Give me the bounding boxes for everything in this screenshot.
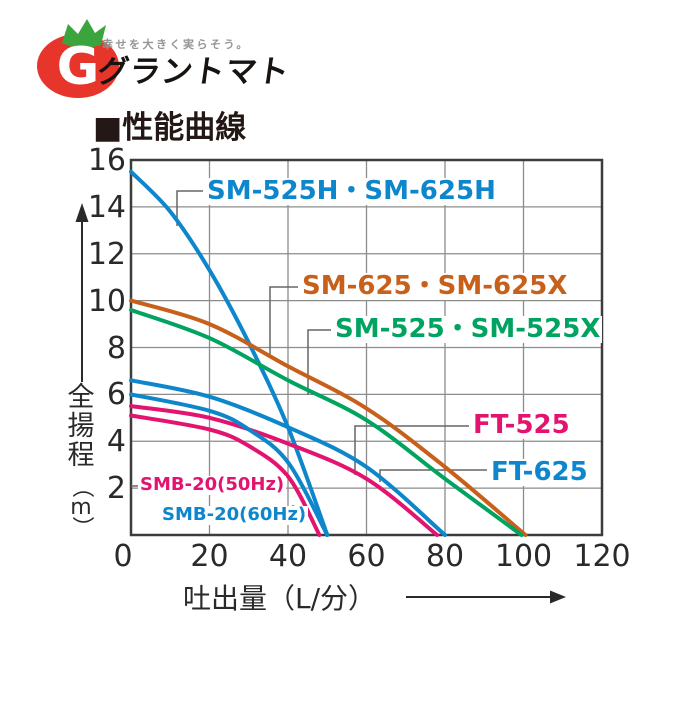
y-axis-unit: ）: [69, 515, 94, 538]
y-tick-label-16: 16: [87, 143, 126, 178]
series-label-smb20-50hz: SMB-20(50Hz): [138, 474, 287, 495]
label-leader-line: [269, 286, 298, 358]
label-leader-line: [354, 425, 469, 475]
label-leader-line: [176, 190, 203, 226]
curve-sm-525sm-525x: [129, 308, 524, 537]
y-axis-title-char: 程: [67, 440, 95, 471]
tomato-logo-icon: G: [37, 19, 119, 98]
y-tick-label-12: 12: [87, 236, 126, 272]
curve-ft-525: [129, 404, 440, 537]
series-label-sm525h-sm625h: SM-525H・SM-625H: [205, 176, 498, 206]
crown-leaf-icon: [62, 19, 106, 50]
curve-smb-2060hz: [129, 392, 330, 537]
x-tick-label-20: 20: [190, 539, 229, 574]
y-tick-label-6: 6: [106, 377, 126, 413]
x-tick-label-120: 120: [573, 539, 631, 574]
brand-logo: G 幸せを大きく実らそう。 グラントマト: [0, 0, 300, 100]
curve-ft-625: [129, 378, 447, 537]
y-tick-label-8: 8: [106, 330, 126, 366]
x-tick-label-100: 100: [494, 539, 553, 574]
y-tick-label-2: 2: [106, 471, 126, 507]
section-title: ■性能曲線: [93, 110, 247, 146]
series-label-ft625: FT-625: [489, 457, 590, 487]
x-tick-label-60: 60: [347, 539, 386, 574]
series-label-sm525-sm525x: SM-525・SM-525X: [333, 314, 603, 344]
plot-border: [129, 158, 604, 537]
y-axis-title-char: 全: [67, 382, 95, 413]
y-axis-arrowhead: [75, 203, 89, 222]
series-label-sm625-sm625x: SM-625・SM-625X: [300, 271, 570, 301]
y-axis-title-char: 揚: [67, 411, 95, 442]
curve-sm-525hsm-625h: [129, 169, 330, 537]
y-tick-label-4: 4: [106, 424, 126, 460]
curve-sm-625sm-625x: [129, 298, 528, 537]
x-tick-label-80: 80: [425, 539, 465, 574]
logo-monogram: G: [57, 37, 100, 97]
series-label-ft525: FT-525: [471, 410, 572, 440]
logo-tagline: 幸せを大きく実らそう。: [102, 38, 250, 51]
x-axis-title: 吐出量（L/分）: [183, 582, 377, 615]
x-axis-arrowhead: [550, 590, 566, 604]
x-tick-label-0: 0: [113, 539, 133, 574]
series-label-smb20-60hz: SMB-20(60Hz): [160, 504, 309, 525]
x-tick-label-40: 40: [268, 539, 308, 574]
label-leader-line: [307, 329, 331, 395]
y-tick-label-14: 14: [87, 189, 126, 225]
y-tick-label-10: 10: [87, 283, 126, 319]
curve-smb-2050hz: [129, 413, 322, 537]
y-axis-unit: m: [70, 495, 92, 520]
